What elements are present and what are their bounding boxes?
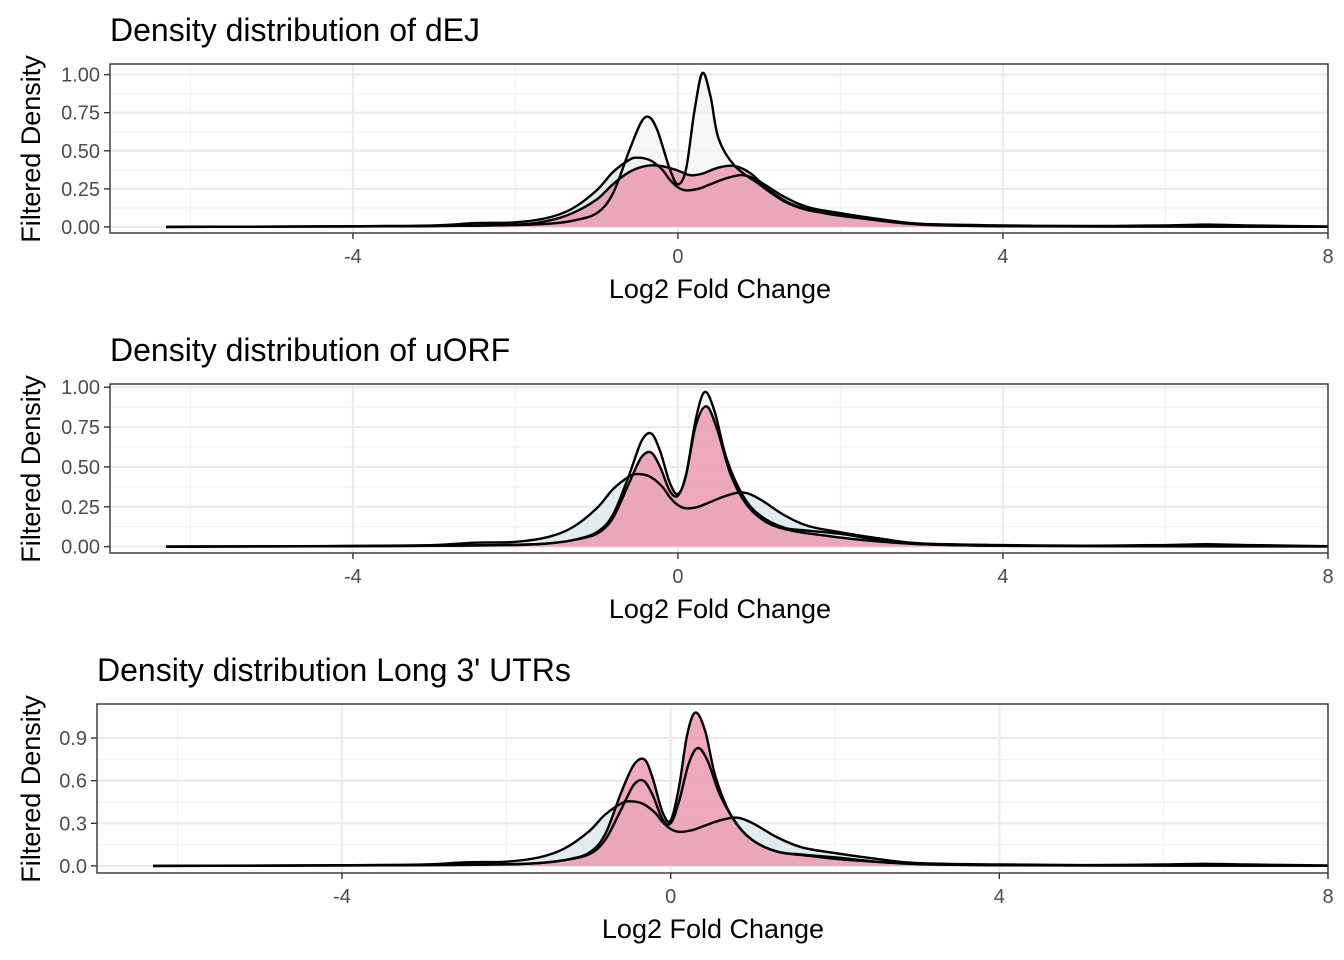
y-tick-label: 0.0 xyxy=(59,856,87,878)
x-axis-label: Log2 Fold Change xyxy=(609,274,831,304)
panel-title: Density distribution Long 3' UTRs xyxy=(97,652,571,688)
y-tick-label: 0.3 xyxy=(59,813,87,835)
y-tick-label: 1.00 xyxy=(61,65,100,87)
y-tick-label: 0.00 xyxy=(61,217,100,239)
y-tick-label: 0.25 xyxy=(61,497,100,519)
y-tick-label: 1.00 xyxy=(61,377,100,399)
x-axis-label: Log2 Fold Change xyxy=(602,914,824,944)
panel-uorf: Density distribution of uORF Log2 Fold C… xyxy=(16,332,1334,624)
x-tick-label: 0 xyxy=(665,886,676,908)
x-tick-label: 4 xyxy=(997,246,1008,268)
density-area-2 xyxy=(166,165,1328,227)
y-tick-label: 0.00 xyxy=(61,537,100,559)
panel-title: Density distribution of uORF xyxy=(110,332,510,368)
density-area-2 xyxy=(166,406,1328,547)
y-axis-label: Filtered Density xyxy=(16,55,46,243)
panel-border xyxy=(96,703,1329,874)
x-tick-label: 4 xyxy=(994,886,1005,908)
x-tick-label: 0 xyxy=(672,246,683,268)
y-axis-label: Filtered Density xyxy=(16,375,46,563)
x-tick-label: 8 xyxy=(1322,886,1333,908)
y-tick-label: 0.75 xyxy=(61,417,100,439)
density-line-2 xyxy=(165,405,1329,548)
plot-area: -4 0 4 8 0.00 0.25 0.50 0.75 1.00 xyxy=(61,377,1334,588)
density-line-2 xyxy=(152,711,1329,868)
panel-border xyxy=(109,63,1329,234)
plot-area: -4 0 4 8 0.0 0.3 0.6 0.9 xyxy=(59,703,1334,908)
y-tick-label: 0.25 xyxy=(61,179,100,201)
x-tick-label: 4 xyxy=(997,566,1008,588)
x-tick-label: 0 xyxy=(672,566,683,588)
panel-long-3utr: Density distribution Long 3' UTRs Log2 F… xyxy=(16,652,1334,944)
x-tick-label: 8 xyxy=(1322,246,1333,268)
panel-title: Density distribution of dEJ xyxy=(110,12,480,48)
x-tick-label: -4 xyxy=(344,246,362,268)
y-tick-label: 0.75 xyxy=(61,103,100,125)
plot-area: -4 0 4 8 0.00 0.25 0.50 0.75 1.00 xyxy=(61,63,1334,268)
y-tick-label: 0.50 xyxy=(61,457,100,479)
y-tick-label: 0.50 xyxy=(61,141,100,163)
density-line-2 xyxy=(165,164,1329,229)
x-tick-label: 8 xyxy=(1322,566,1333,588)
panel-dej: Density distribution of dEJ Log2 Fold Ch… xyxy=(16,12,1334,304)
y-tick-label: 0.6 xyxy=(59,771,87,793)
x-axis-label: Log2 Fold Change xyxy=(609,594,831,624)
y-tick-label: 0.9 xyxy=(59,728,87,750)
panel-border xyxy=(109,383,1329,554)
density-area-2 xyxy=(153,712,1328,866)
x-tick-label: -4 xyxy=(333,886,351,908)
x-tick-label: -4 xyxy=(344,566,362,588)
y-axis-label: Filtered Density xyxy=(16,695,46,883)
